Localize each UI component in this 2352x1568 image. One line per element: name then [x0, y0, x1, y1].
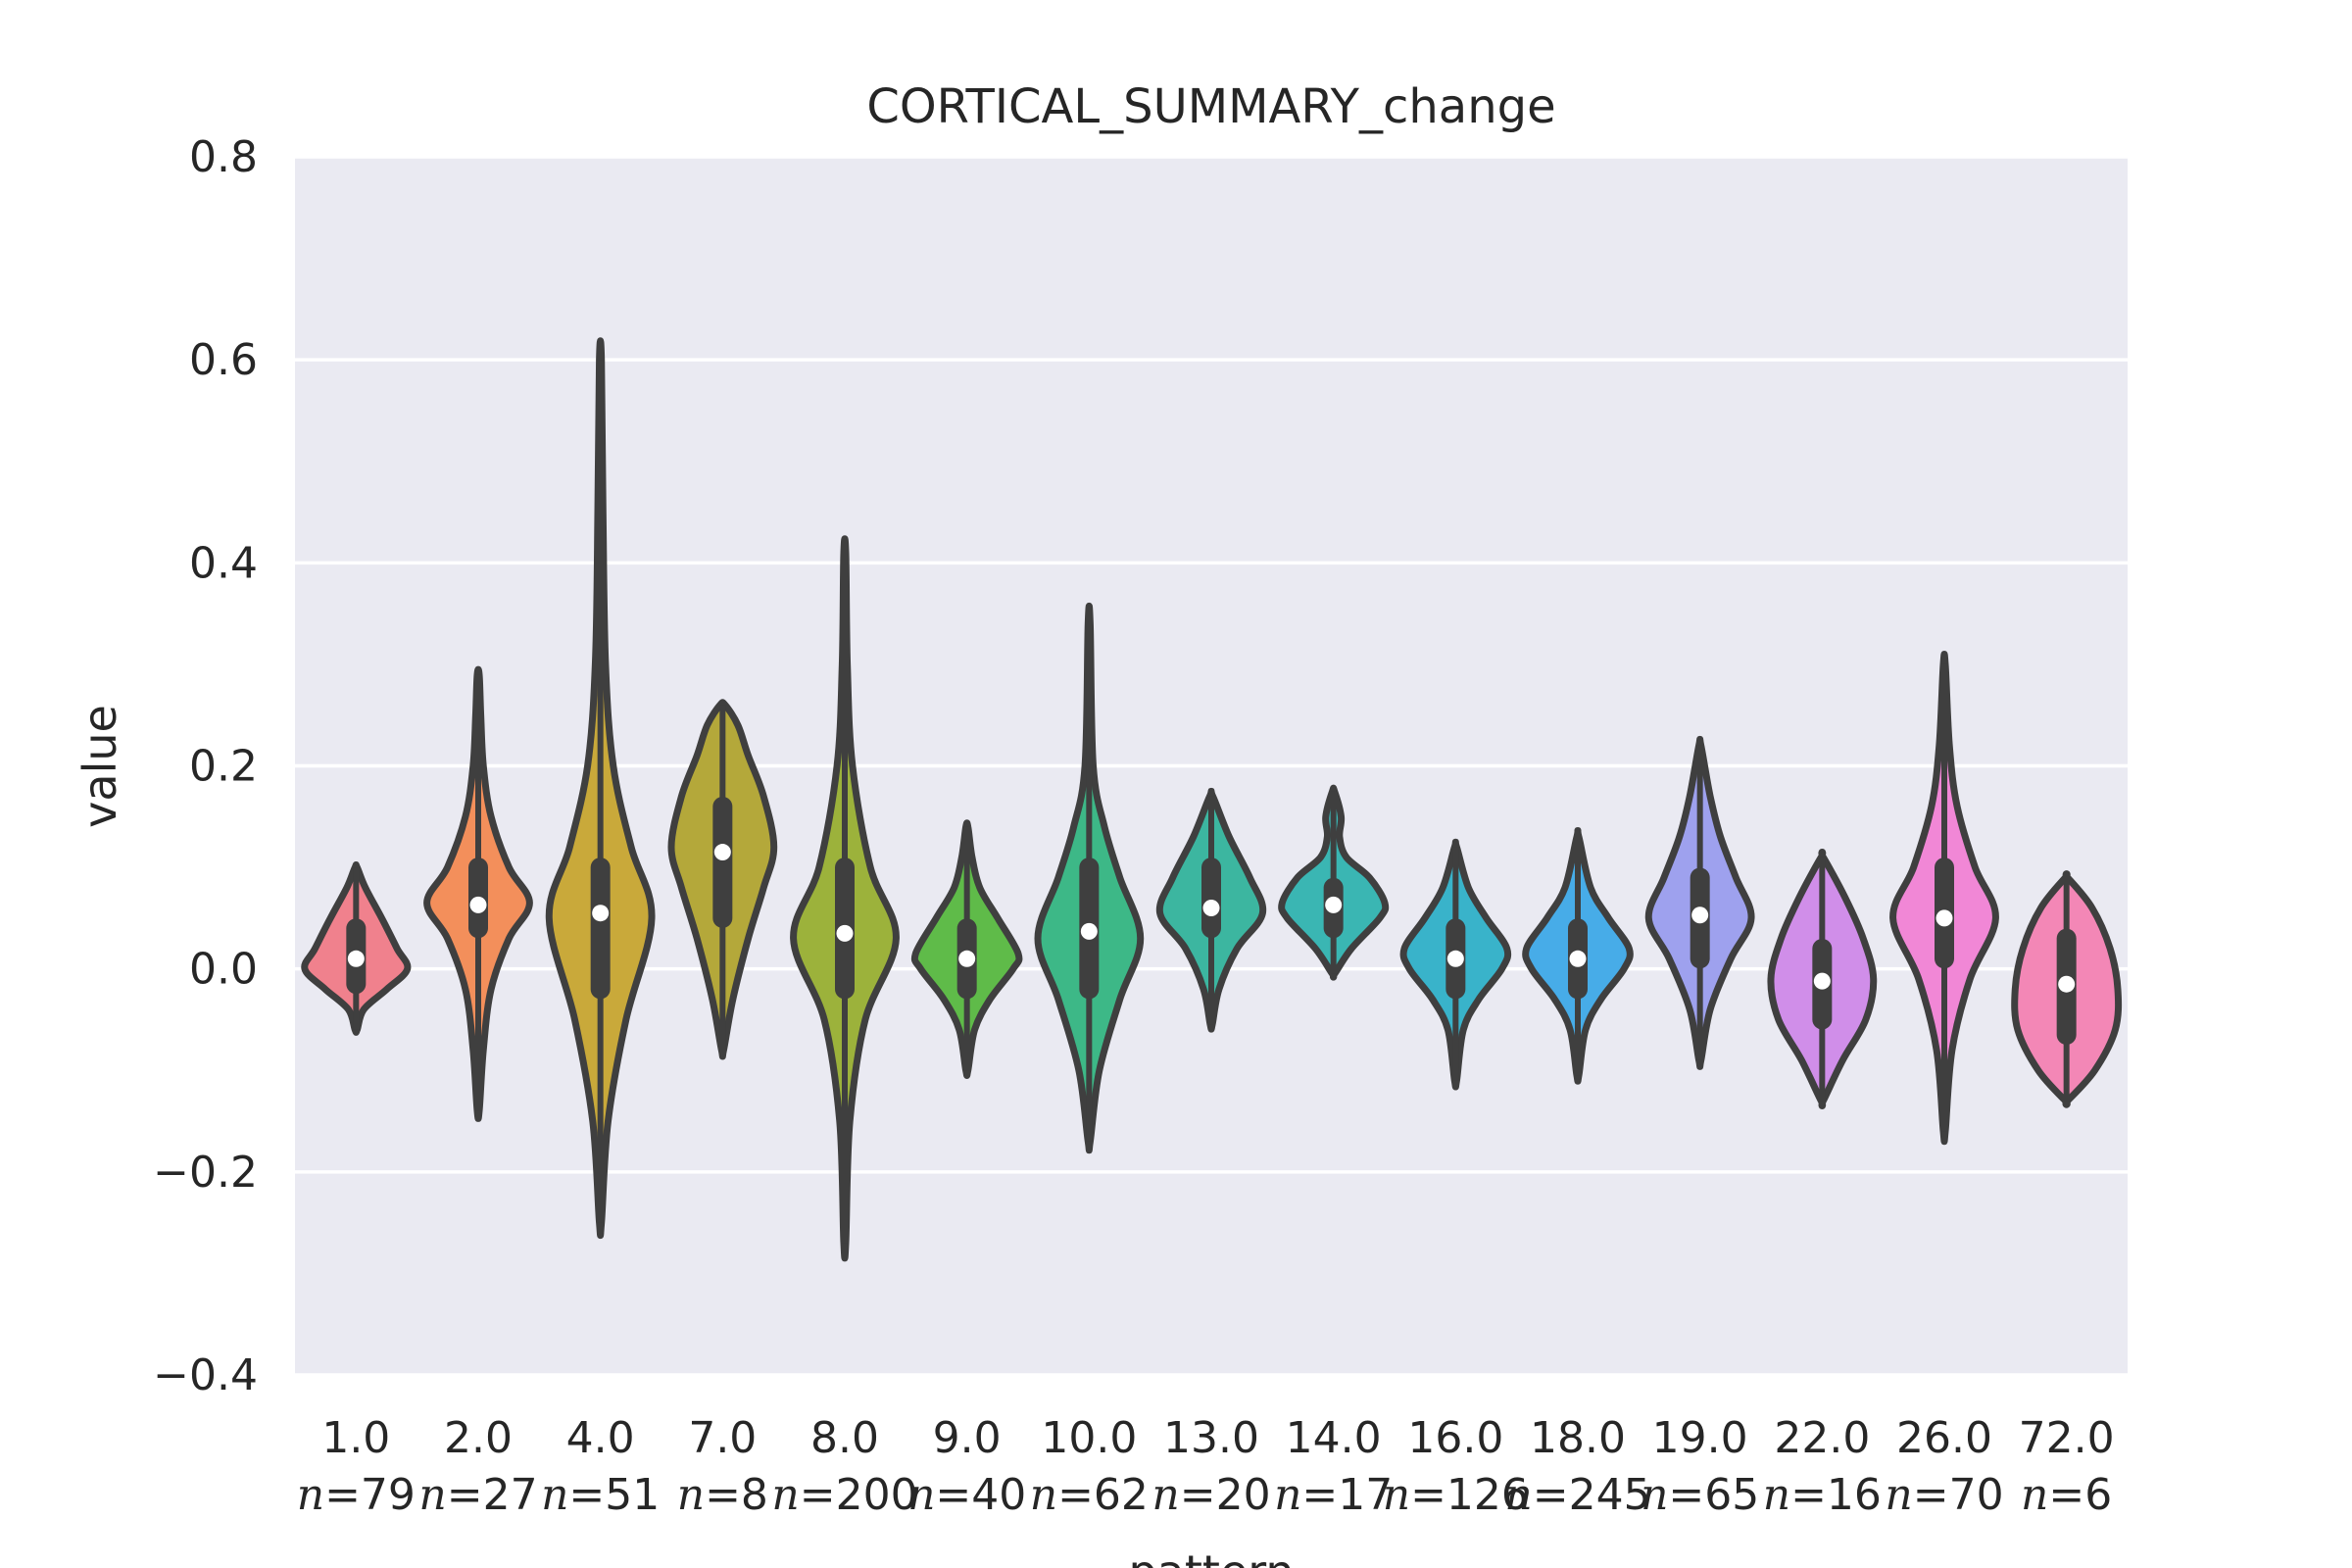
violin-median-point	[1446, 950, 1464, 967]
violin-median-point	[836, 924, 854, 942]
x-count-label: n=79	[297, 1470, 416, 1520]
x-tick-label: 1.0	[321, 1413, 390, 1463]
x-tick-label: 14.0	[1286, 1413, 1382, 1463]
violin-median-point	[1202, 900, 1220, 917]
x-tick-label: 22.0	[1774, 1413, 1870, 1463]
x-count-label: n=17	[1274, 1470, 1393, 1520]
x-count-label: n=126	[1383, 1470, 1529, 1520]
x-tick-labels: 1.0 n=79 2.0 n=27 4.0 n=51 7.0 n=8 8.0 n=200 9.0 n=…	[297, 1413, 2115, 1520]
x-tick-label: 16.0	[1407, 1413, 1503, 1463]
x-count-label: n=40	[907, 1470, 1026, 1520]
violin-median-point	[1325, 896, 1343, 913]
x-count-label: n=16	[1763, 1470, 1882, 1520]
violin-median-point	[1691, 906, 1709, 924]
violin-median-point	[958, 950, 976, 967]
x-tick-label: 4.0	[566, 1413, 635, 1463]
violin-median-point	[347, 950, 365, 967]
x-tick-label: 8.0	[810, 1413, 879, 1463]
y-tick-label: 0.2	[189, 742, 258, 792]
x-tick-label: 18.0	[1530, 1413, 1626, 1463]
violin-median-point	[469, 896, 487, 913]
y-tick-label: 0.6	[189, 335, 258, 385]
violin-median-point	[1569, 950, 1587, 967]
x-count-label: n=20	[1152, 1470, 1270, 1520]
x-count-label: n=62	[1030, 1470, 1149, 1520]
violin-median-point	[2058, 975, 2076, 993]
y-tick-label: 0.4	[189, 538, 258, 588]
x-tick-label: 26.0	[1896, 1413, 1992, 1463]
x-tick-label: 10.0	[1041, 1413, 1137, 1463]
x-count-label: n=27	[418, 1470, 537, 1520]
violin-median-point	[713, 844, 731, 861]
y-tick-label: −0.2	[153, 1148, 258, 1198]
violins	[301, 337, 2123, 1262]
violin-median-point	[1936, 909, 1953, 927]
x-count-label: n=51	[541, 1470, 660, 1520]
x-count-label: n=245	[1504, 1470, 1650, 1520]
x-count-label: n=70	[1885, 1470, 2003, 1520]
violin-median-point	[1080, 922, 1098, 940]
y-tick-label: 0.8	[189, 132, 258, 182]
chart-title: CORTICAL_SUMMARY_change	[866, 79, 1555, 134]
y-axis-label: value	[74, 705, 126, 828]
x-count-label: n=65	[1641, 1470, 1759, 1520]
y-tick-labels: −0.4 −0.2 0.0 0.2 0.4 0.6 0.8	[153, 132, 258, 1400]
x-count-label: n=200	[771, 1470, 917, 1520]
violin-median-point	[1813, 972, 1831, 990]
x-count-label: n=8	[677, 1470, 768, 1520]
violin-median-point	[592, 905, 610, 922]
y-tick-label: 0.0	[189, 945, 258, 995]
x-tick-label: 72.0	[2019, 1413, 2115, 1463]
x-tick-label: 9.0	[933, 1413, 1002, 1463]
x-tick-label: 7.0	[688, 1413, 757, 1463]
y-tick-label: −0.4	[153, 1350, 258, 1400]
x-axis-label: pattern	[1128, 1545, 1294, 1568]
x-tick-label: 19.0	[1652, 1413, 1748, 1463]
x-count-label: n=6	[2021, 1470, 2112, 1520]
x-tick-label: 13.0	[1163, 1413, 1259, 1463]
x-tick-label: 2.0	[444, 1413, 513, 1463]
